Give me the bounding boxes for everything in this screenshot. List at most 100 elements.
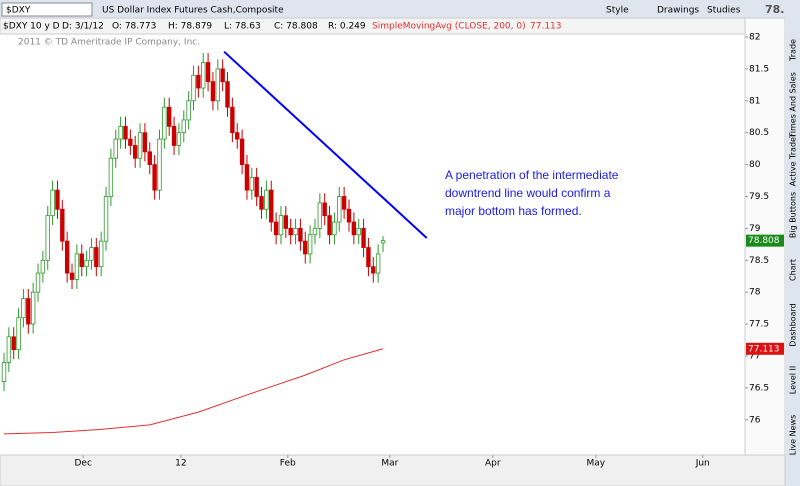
info: L: 78.63 (224, 22, 261, 32)
symbol-box[interactable] (1, 2, 93, 17)
body (35, 272, 41, 293)
info: $DXY 10 y D (3, 22, 60, 32)
body (341, 196, 347, 210)
body (128, 138, 133, 146)
y-tick-label: 80 (749, 160, 761, 170)
x-tick-label: Apr (485, 459, 501, 469)
body (98, 240, 104, 268)
body (225, 81, 230, 108)
side-tab[interactable]: Big Buttons (789, 192, 798, 238)
side-tab[interactable]: Dashboard (789, 303, 798, 346)
sma-line (3, 348, 384, 435)
body (1, 361, 7, 382)
body (74, 253, 80, 280)
body (55, 189, 60, 210)
body (40, 259, 46, 274)
body (16, 317, 21, 351)
body (249, 176, 255, 191)
body (332, 221, 337, 236)
body (322, 202, 327, 217)
side-tab[interactable]: Trade (789, 39, 798, 62)
annotation: major bottom has formed. (445, 204, 582, 218)
body (103, 196, 109, 242)
side-tab[interactable]: Active Trader (789, 133, 798, 186)
body (191, 74, 196, 102)
x-tick-label: Feb (280, 459, 296, 469)
y-tick-label: 78.5 (749, 256, 769, 266)
button[interactable]: Drawings (657, 6, 699, 16)
body (147, 151, 152, 165)
x-tick-label: 12 (175, 459, 186, 469)
annotation: A penetration of the intermediate (445, 168, 619, 182)
body (64, 240, 70, 274)
y-tick-label: 82 (749, 33, 760, 43)
info: H: 78.879 (168, 22, 212, 32)
side-bar (785, 0, 800, 486)
y-tick-label: 77 (749, 352, 760, 362)
body (351, 221, 357, 236)
body (186, 100, 191, 121)
body (21, 298, 26, 319)
body (167, 106, 172, 127)
body (259, 196, 264, 210)
y-tick-label: 80.5 (749, 128, 769, 138)
x-tick-label: Jun (695, 459, 710, 469)
study-value: 77.113 (530, 22, 562, 32)
trend-line (223, 50, 428, 239)
button[interactable]: Studies (707, 6, 741, 16)
body (312, 227, 318, 236)
y-tick-label: 79 (749, 224, 761, 234)
body (118, 125, 123, 140)
body (327, 215, 332, 236)
body (215, 68, 220, 102)
body (361, 227, 366, 248)
body (176, 132, 182, 146)
side-tab[interactable]: Times And Sales (789, 72, 798, 139)
body (30, 291, 36, 325)
side-tab[interactable]: Live News (789, 415, 798, 456)
body (210, 81, 216, 102)
body (196, 74, 201, 89)
body (230, 106, 235, 134)
body (60, 208, 65, 242)
body (298, 227, 303, 242)
body (11, 336, 16, 351)
body (366, 247, 371, 268)
body (132, 145, 138, 159)
description: US Dollar Index Futures Cash,Composite (102, 6, 284, 16)
time-axis (0, 454, 786, 486)
body (108, 157, 114, 197)
body (45, 215, 50, 261)
x-tick-label: Dec (74, 459, 91, 469)
body (346, 208, 352, 223)
y-tick-label: 77.5 (749, 320, 769, 330)
body (293, 227, 298, 236)
body (201, 62, 206, 89)
body (254, 176, 259, 197)
body (171, 125, 177, 146)
body (50, 189, 55, 217)
symbol: $DXY (6, 6, 31, 16)
body (375, 253, 381, 274)
body (123, 125, 128, 140)
y-tick-label: 79.5 (749, 192, 769, 202)
body (273, 221, 279, 236)
study-name: SimpleMovingAvg (CLOSE, 200, 0) (372, 22, 526, 32)
body (79, 253, 84, 268)
button[interactable]: Style (606, 6, 629, 16)
body (356, 227, 361, 236)
body (371, 266, 376, 274)
body (26, 298, 31, 325)
body (152, 164, 157, 191)
toolbar (0, 0, 800, 18)
y-tick-label: 76.5 (749, 383, 769, 393)
side-tab[interactable]: Level II (789, 366, 798, 394)
body (142, 132, 148, 153)
body (181, 119, 186, 134)
copyright: 2011 © TD Ameritrade IP Company, Inc. (18, 38, 200, 48)
body (84, 259, 89, 268)
x-tick-label: Mar (381, 459, 398, 469)
side-tab[interactable]: Chart (789, 259, 798, 281)
body (157, 138, 162, 191)
